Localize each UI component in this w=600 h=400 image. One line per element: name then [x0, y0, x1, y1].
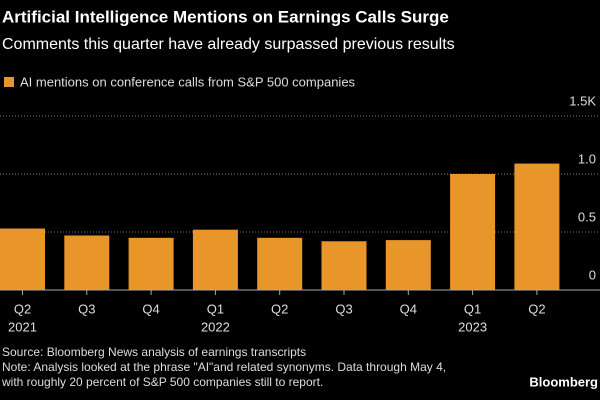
bar	[257, 237, 303, 290]
bar	[192, 229, 238, 290]
note: with roughly 20 percent of S&P 500 compa…	[1, 375, 323, 389]
bar	[385, 240, 431, 290]
x-year-label: 2021	[8, 319, 37, 334]
x-tick-label: Q1	[464, 301, 481, 316]
x-tick-label: Q4	[142, 301, 159, 316]
y-tick-label: 1.0	[578, 151, 596, 166]
bar	[64, 235, 110, 290]
brand: Bloomberg	[529, 374, 598, 389]
bar	[514, 163, 560, 290]
legend-label: AI mentions on conference calls from S&P…	[20, 74, 356, 89]
x-tick-label: Q2	[14, 301, 31, 316]
source: Source: Bloomberg News analysis of earni…	[2, 345, 306, 359]
bar	[0, 228, 45, 290]
chart-title: Artificial Intelligence Mentions on Earn…	[2, 7, 449, 26]
legend-swatch	[4, 77, 14, 87]
x-tick-label: Q2	[271, 301, 288, 316]
x-tick-label: Q2	[528, 301, 545, 316]
y-tick-label: 1.5K	[569, 93, 596, 108]
x-year-label: 2022	[201, 319, 230, 334]
bar	[321, 241, 367, 290]
x-year-label: 2023	[458, 319, 487, 334]
x-tick-label: Q3	[78, 301, 95, 316]
bar	[128, 237, 174, 290]
y-tick-label: 0.5	[578, 209, 596, 224]
bar	[450, 174, 496, 290]
note: Note: Analysis looked at the phrase "AI"…	[2, 360, 446, 374]
x-tick-label: Q4	[400, 301, 417, 316]
y-tick-label: 0	[589, 267, 596, 282]
x-tick-label: Q1	[207, 301, 224, 316]
chart-subtitle: Comments this quarter have already surpa…	[2, 36, 455, 53]
x-tick-label: Q3	[335, 301, 352, 316]
